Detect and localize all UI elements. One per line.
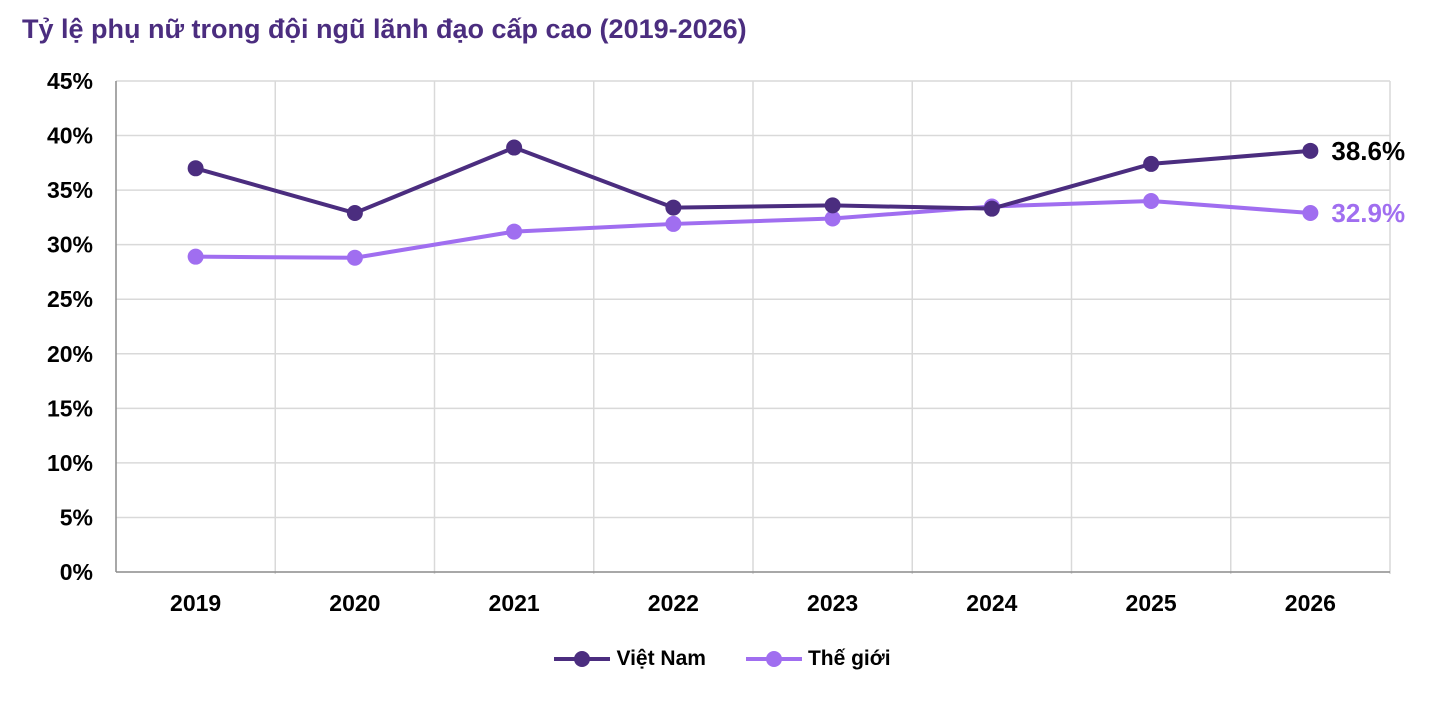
data-point xyxy=(1143,155,1160,172)
y-tick-label: 40% xyxy=(47,123,93,149)
data-point xyxy=(983,200,1000,217)
y-tick-label: 10% xyxy=(47,450,93,476)
legend-item-the-gioi: Thế giới xyxy=(745,646,891,672)
data-point xyxy=(506,139,523,156)
legend-label-the-gioi: Thế giới xyxy=(807,647,891,670)
data-point xyxy=(824,210,841,227)
data-point xyxy=(665,215,682,232)
data-point xyxy=(506,223,523,240)
x-tick-label: 2026 xyxy=(1285,590,1336,616)
line-chart: 32.9% 38.6% 0% 5% 10% 15% 20% 25% 30% 35% 40% 45% 2… xyxy=(47,68,1405,616)
data-point xyxy=(1302,142,1319,159)
series-line xyxy=(195,145,1311,216)
series-line xyxy=(195,199,1311,260)
y-tick-label: 25% xyxy=(47,286,93,312)
x-tick-label: 2025 xyxy=(1126,590,1177,616)
legend-swatch-viet-nam xyxy=(554,651,611,667)
y-tick-label: 0% xyxy=(60,559,93,585)
y-tick-label: 15% xyxy=(47,395,93,421)
series-lines: 32.9% 38.6% xyxy=(187,136,1405,266)
chart-title: Tỷ lệ phụ nữ trong đội ngũ lãnh đạo cấp … xyxy=(22,14,747,44)
data-point xyxy=(187,160,204,177)
data-point xyxy=(824,197,841,214)
y-tick-label: 20% xyxy=(47,341,93,367)
x-tick-label: 2024 xyxy=(966,590,1017,616)
data-point xyxy=(1143,193,1160,210)
y-tick-label: 35% xyxy=(47,177,93,203)
y-tick-label: 45% xyxy=(47,68,93,94)
x-tick-label: 2022 xyxy=(648,590,699,616)
legend-swatch-the-gioi xyxy=(745,651,802,667)
x-tick-label: 2020 xyxy=(329,590,380,616)
series-1: 32.9% xyxy=(187,193,1405,266)
axes xyxy=(115,81,1390,573)
x-tick-label: 2023 xyxy=(807,590,858,616)
end-data-label: 38.6% xyxy=(1331,136,1405,166)
data-point xyxy=(665,199,682,216)
series-0: 38.6% xyxy=(187,136,1405,222)
data-point xyxy=(1302,205,1319,222)
legend: Việt Nam Thế giới xyxy=(0,646,1445,672)
end-data-label: 32.9% xyxy=(1331,198,1405,228)
y-tick-label: 30% xyxy=(47,232,93,258)
data-point xyxy=(346,249,363,266)
gridlines xyxy=(116,80,1391,574)
x-tick-label: 2021 xyxy=(489,590,540,616)
data-point xyxy=(346,205,363,222)
x-tick-label: 2019 xyxy=(170,590,221,616)
y-tick-label: 5% xyxy=(60,504,93,530)
legend-label-viet-nam: Việt Nam xyxy=(616,647,706,670)
legend-item-viet-nam: Việt Nam xyxy=(554,646,706,672)
tick-labels: 0% 5% 10% 15% 20% 25% 30% 35% 40% 45% 2019 2020 2021… xyxy=(47,68,1336,616)
data-point xyxy=(187,248,204,265)
